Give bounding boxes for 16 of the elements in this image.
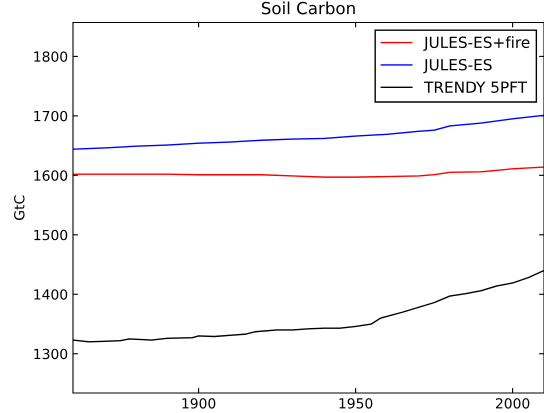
chart-title: Soil Carbon	[262, 2, 355, 14]
x-tick-label: 2000	[496, 398, 530, 409]
legend-label: TRENDY 5PFT	[424, 82, 528, 93]
x-tick-label: 1950	[339, 398, 372, 409]
y-tick-label: 1800	[34, 51, 68, 62]
line-series	[73, 114, 544, 150]
y-tick-label: 1300	[34, 348, 68, 360]
y-tick-label: 1400	[34, 289, 68, 300]
line-series	[73, 166, 544, 178]
legend-label: JULES-ES	[423, 58, 492, 74]
y-tick-label: 1700	[34, 110, 68, 122]
y-axis-title: GtC	[14, 196, 25, 220]
x-tick-label: 1900	[182, 398, 216, 409]
legend-label: JULES-ES+fire	[423, 36, 530, 51]
y-tick-label: 1600	[34, 170, 68, 181]
y-tick-label: 1500	[34, 230, 68, 240]
